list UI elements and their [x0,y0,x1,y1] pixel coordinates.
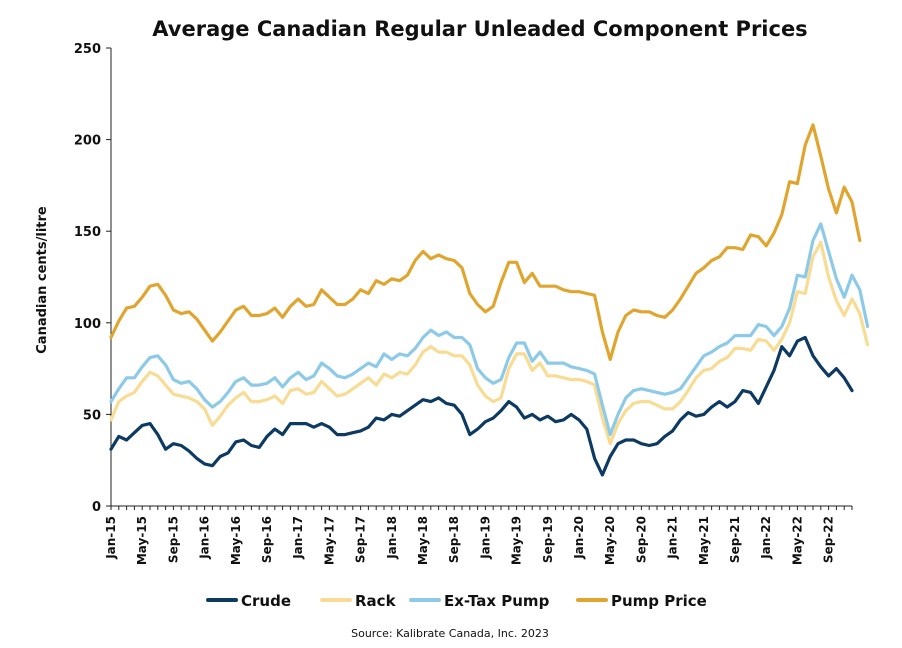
x-tick-label: Jan-16 [198,516,212,560]
series-line-rack [109,240,870,446]
series-line-ex-tax-pump [109,222,870,437]
x-tick-label: Sep-20 [634,516,648,563]
y-tick-label: 200 [74,134,101,149]
x-tick-label: Jan-15 [104,516,118,560]
x-tick-label: May-17 [322,516,336,565]
x-tick-label: Jan-19 [478,516,492,560]
x-tick-label: May-20 [603,516,617,565]
x-tick-label: Jan-18 [385,516,399,560]
y-axis-ticks: 0 50 100 150 200 250 [74,42,111,515]
x-tick-label: Sep-15 [166,516,180,563]
x-tick-label: Jan-20 [572,516,586,560]
y-axis-label: Canadian cents/litre [35,206,50,354]
series-lines [109,123,870,477]
legend-label: Ex-Tax Pump [444,592,550,610]
x-axis-ticks: Jan-15 May-15 Sep-15 Jan-16 May-16 Sep-16 Jan-… [104,506,853,565]
y-tick-label: 100 [74,317,101,332]
x-tick-label: Sep-22 [822,516,836,563]
x-tick-label: Jan-17 [291,516,305,560]
x-tick-label: Sep-19 [541,516,555,563]
legend-label: Rack [355,592,397,610]
series-line-pump-price [109,123,862,361]
axes [110,48,852,507]
y-tick-label: 50 [83,408,101,423]
chart-title: Average Canadian Regular Unleaded Compon… [152,17,807,41]
legend-label: Crude [241,592,291,610]
x-tick-label: Jan-22 [759,516,773,560]
x-tick-label: May-21 [697,516,711,565]
legend-label: Pump Price [611,592,707,610]
y-tick-label: 0 [92,500,101,515]
x-tick-label: May-15 [135,516,149,565]
x-tick-label: Jan-21 [666,516,680,560]
x-tick-label: Sep-18 [447,516,461,563]
legend: Crude Rack Ex-Tax Pump Pump Price [206,592,707,610]
source-note: Source: Kalibrate Canada, Inc. 2023 [351,627,549,640]
x-tick-label: May-22 [790,516,804,565]
legend-item: Pump Price [576,592,707,610]
x-tick-label: Sep-21 [728,516,742,563]
x-tick-label: Sep-16 [260,516,274,563]
legend-item: Ex-Tax Pump [409,592,550,610]
x-tick-label: May-18 [416,516,430,565]
x-tick-label: May-16 [229,516,243,565]
y-tick-label: 250 [74,42,101,57]
y-tick-label: 150 [74,225,101,240]
x-tick-label: Sep-17 [354,516,368,563]
legend-item: Crude [206,592,291,610]
x-tick-label: May-19 [510,516,524,565]
legend-item: Rack [320,592,397,610]
series-line-crude [109,335,854,477]
